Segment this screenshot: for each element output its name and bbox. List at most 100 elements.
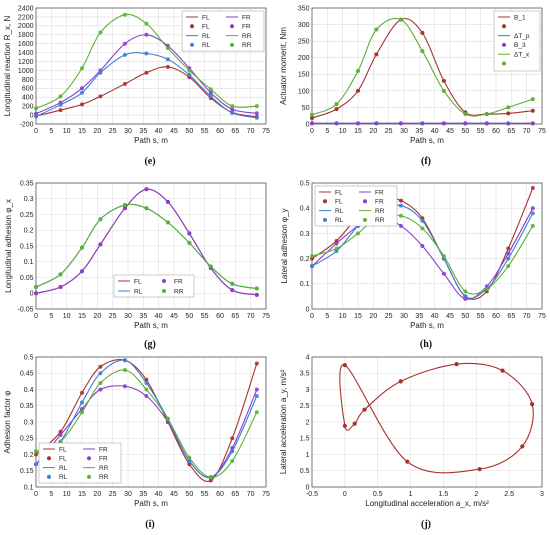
data-point-RL xyxy=(165,57,170,62)
x-tick-label: 65 xyxy=(507,128,515,135)
data-point-B_3 xyxy=(398,121,403,126)
x-tick-label: 30 xyxy=(400,128,408,135)
legend-marker xyxy=(190,24,194,29)
data-point-FR xyxy=(254,387,259,392)
data-point-FL xyxy=(98,364,103,369)
legend-box xyxy=(38,442,122,484)
legend-marker xyxy=(190,42,194,47)
data-point xyxy=(500,368,505,373)
data-point-ΔT_x xyxy=(398,17,403,22)
data-point-FR xyxy=(230,107,235,112)
y-tick-label: 0.3 xyxy=(24,196,34,203)
data-point-RR xyxy=(230,459,235,463)
data-point-FR xyxy=(530,206,535,211)
x-tick-label: 20 xyxy=(93,491,101,498)
panel-i: 0 5 10 15 20 25 30 35 40 45 50 55 60 65 70 75 0.1 0.15 0.2… xyxy=(3,354,270,530)
y-tick-label: 0.15 xyxy=(20,468,34,475)
data-point-RR xyxy=(98,30,103,35)
x-tick-label: 45 xyxy=(446,128,454,135)
legend-label: RL xyxy=(59,474,68,481)
legend-label: RL xyxy=(335,217,344,224)
x-tick-label: 70 xyxy=(247,491,255,498)
data-point-FL xyxy=(208,478,213,483)
data-point-ΔT_x xyxy=(420,49,425,54)
data-point-RL xyxy=(254,115,259,120)
legend-marker xyxy=(502,61,506,66)
x-tick-label: 20 xyxy=(369,128,377,135)
data-point-RR xyxy=(208,87,213,92)
data-point-RR xyxy=(441,254,446,259)
y-tick-label: 350 xyxy=(298,5,310,12)
legend-marker xyxy=(87,474,91,479)
data-point-RR xyxy=(254,104,259,109)
y-tick-label: 0.35 xyxy=(20,403,34,410)
data-point-RL xyxy=(80,90,84,95)
y-tick-label: 1400 xyxy=(18,50,34,57)
data-point-FL xyxy=(98,94,103,99)
data-point xyxy=(477,467,482,472)
x-tick-label: 10 xyxy=(63,128,71,135)
legend-marker xyxy=(230,42,234,47)
y-tick-label: 0.1 xyxy=(24,484,34,491)
legend-label: FR xyxy=(99,456,108,463)
y-tick-label: 2400 xyxy=(18,5,34,12)
x-axis-label: Path s, m xyxy=(410,136,444,145)
legend-label: RL xyxy=(202,33,211,40)
x-tick-label: 70 xyxy=(523,128,531,135)
y-tick-label: 400 xyxy=(22,95,34,102)
x-tick-label: 25 xyxy=(385,128,393,135)
data-point-RR xyxy=(484,286,489,291)
data-point-RR xyxy=(208,264,213,269)
x-tick-label: 45 xyxy=(170,491,178,498)
data-point-RL xyxy=(58,102,63,107)
data-point-RR xyxy=(144,387,149,392)
x-tick-label: 0 xyxy=(34,128,38,135)
data-point xyxy=(342,363,347,368)
x-axis-label: Path s, m xyxy=(134,136,168,145)
data-point-RL xyxy=(230,110,235,115)
data-point-B_3 xyxy=(484,121,489,126)
x-tick-label: 0 xyxy=(310,313,314,320)
data-point-FL xyxy=(254,361,259,366)
x-tick-label: 20 xyxy=(369,313,377,320)
legend-marker xyxy=(363,199,367,204)
data-point-FL xyxy=(144,70,149,75)
data-point xyxy=(520,444,525,449)
data-point-B_1 xyxy=(506,111,511,116)
legend-marker xyxy=(323,217,327,222)
x-tick-label: 35 xyxy=(139,128,147,135)
plot-frame xyxy=(35,356,267,488)
data-point xyxy=(362,407,367,412)
y-tick-label: 1.5 xyxy=(300,436,310,443)
data-point-B_3 xyxy=(420,121,425,126)
legend-label: RR xyxy=(242,42,252,49)
legend-marker xyxy=(47,474,51,479)
data-point-FR xyxy=(254,111,259,116)
y-tick-label: 0.25 xyxy=(20,436,34,443)
legend-label: RL xyxy=(134,288,143,295)
y-tick-label: 0.15 xyxy=(20,243,34,250)
data-point-RR xyxy=(310,254,314,259)
data-point-RR xyxy=(58,94,63,99)
data-point-RR xyxy=(254,286,259,291)
data-point-FL xyxy=(506,246,511,251)
legend-label: ΔT_p xyxy=(514,33,530,40)
data-point-RR xyxy=(122,203,127,208)
data-point-RL xyxy=(398,203,403,208)
y-tick-label: 1800 xyxy=(18,32,34,39)
data-point-RR xyxy=(165,416,170,421)
y-axis-label: Actuator moment, Nm xyxy=(279,27,288,105)
x-tick-label: 40 xyxy=(155,491,163,498)
x-tick-label: 50 xyxy=(461,128,469,135)
y-tick-label: 0 xyxy=(306,306,310,313)
data-point-RL xyxy=(420,218,425,223)
data-point-RR xyxy=(80,410,84,415)
data-point-RR xyxy=(58,439,63,444)
data-point-FR xyxy=(58,433,63,437)
x-tick-label: 10 xyxy=(339,128,347,135)
legend-label: FL xyxy=(335,199,343,206)
x-tick-label: 30 xyxy=(400,313,408,320)
data-point-ΔT_x xyxy=(441,88,446,93)
legend-label: FR xyxy=(375,189,384,196)
x-tick-label: 30 xyxy=(124,491,132,498)
